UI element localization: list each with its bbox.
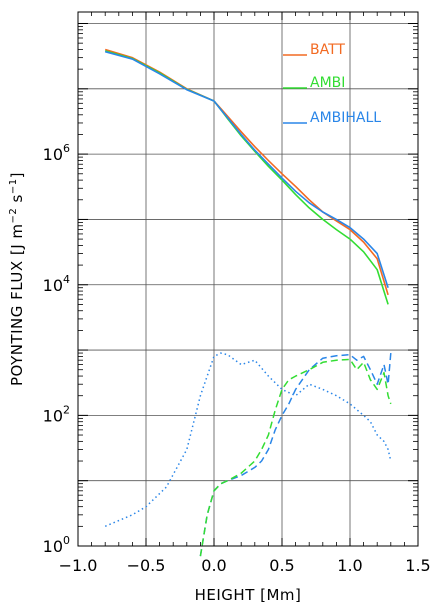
y-tick-label: 102 [43,403,70,425]
y-tick-base: 10 [43,276,63,295]
y-tick-exponent: 0 [63,534,70,547]
y-axis-title-units2: s [8,194,26,208]
y-tick-label: 100 [43,534,70,556]
x-tick-label: 1.0 [337,556,362,575]
x-tick-label: −1.0 [59,556,98,575]
y-tick-exponent: 6 [63,142,70,155]
series-line-ambihall-solid [104,50,389,288]
x-tick-label: −0.5 [127,556,166,575]
series-line-ambihall-dotted [104,352,392,527]
y-axis-title-exp1: −2 [8,208,19,224]
plot-frame [77,11,419,547]
legend-label-ambihall: AMBIHALL [310,110,381,126]
series-line-ambi-dashed [199,358,392,557]
series-line-batt-solid [104,48,389,296]
y-tick-exponent: 4 [63,273,70,286]
y-axis-title-exp2: −1 [8,178,19,194]
y-axis-title-units: [J m [8,223,26,255]
axis-ticks [77,12,419,547]
legend-label-batt: BATT [310,42,345,58]
y-tick-label: 104 [43,273,70,295]
legend: BATT AMBI AMBIHALL [283,42,381,126]
y-axis-title: POYNTING FLUX [J m−2 s−1] [8,172,26,386]
grid-lines [78,12,418,546]
y-axis-title-close: ] [8,172,26,178]
x-tick-label: 0.5 [269,556,294,575]
y-axis-title-main: POYNTING FLUX [8,255,26,386]
y-tick-base: 10 [43,537,63,556]
legend-label-ambi: AMBI [310,75,345,91]
y-tick-exponent: 2 [63,403,70,416]
y-tick-base: 10 [43,145,63,164]
data-curves [104,48,392,557]
y-tick-base: 10 [43,406,63,425]
x-tick-label: 0.0 [201,556,226,575]
y-tick-label: 106 [43,142,70,164]
x-tick-label: 1.5 [405,556,430,575]
series-line-batt-dashed [199,353,392,557]
x-axis-title: HEIGHT [Mm] [195,586,302,604]
x-tick-labels: −1.0 −0.5 0.0 0.5 1.0 1.5 [59,556,431,575]
